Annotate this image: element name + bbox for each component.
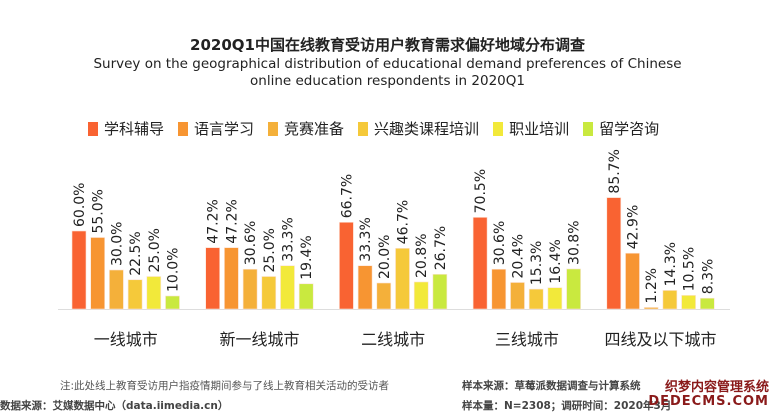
bar	[699, 297, 715, 310]
data-label: 14.3%	[663, 242, 679, 286]
legend-swatch	[88, 121, 98, 136]
data-label: 30.6%	[492, 221, 508, 265]
data-label: 10.0%	[166, 248, 182, 292]
bar	[109, 269, 124, 310]
bar	[339, 221, 354, 310]
legend-label: 学科辅导	[104, 120, 165, 138]
chart-subtitle-line2: online education respondents in 2020Q1	[250, 73, 525, 89]
legend-item: 职业培训	[493, 118, 569, 139]
legend-label: 竞赛准备	[284, 120, 345, 138]
bar	[205, 247, 220, 310]
data-label: 30.6%	[243, 221, 259, 265]
bar	[662, 290, 678, 310]
bar	[643, 307, 659, 310]
bar	[146, 276, 162, 310]
data-label: 30.8%	[567, 220, 583, 264]
data-label: 20.4%	[511, 234, 527, 278]
legend-label: 留学咨询	[599, 120, 660, 138]
bar	[625, 252, 640, 310]
legend-swatch	[268, 121, 279, 136]
category-label: 二线城市	[361, 330, 425, 349]
bar	[242, 268, 258, 310]
data-label: 25.0%	[147, 228, 163, 272]
bar	[528, 288, 544, 310]
legend-label: 兴趣类课程培训	[374, 120, 480, 138]
legend-item: 留学咨询	[583, 118, 659, 139]
chart-subtitle-line1: Survey on the geographical distribution …	[93, 56, 682, 72]
data-label: 33.3%	[281, 217, 297, 261]
legend-swatch	[493, 121, 504, 136]
data-label: 22.5%	[128, 231, 144, 275]
legend-swatch	[178, 121, 189, 136]
data-label: 16.4%	[548, 239, 564, 283]
data-label: 19.4%	[299, 235, 315, 279]
bar	[395, 247, 410, 310]
bar	[510, 282, 525, 310]
data-label: 66.7%	[339, 174, 355, 218]
data-label: 70.5%	[473, 169, 489, 213]
data-label: 10.5%	[682, 247, 698, 291]
data-label: 1.2%	[644, 268, 660, 304]
bar	[280, 265, 295, 310]
bar	[357, 265, 373, 310]
bar	[472, 217, 488, 310]
data-label: 25.0%	[262, 228, 278, 272]
chart-title: 2020Q1中国在线教育受访用户教育需求偏好地域分布调查	[190, 36, 585, 54]
category-label: 新一线城市	[219, 330, 299, 349]
bar	[71, 230, 87, 310]
data-label: 20.8%	[414, 233, 430, 277]
data-label: 15.3%	[529, 241, 545, 285]
legend-item: 竞赛准备	[268, 118, 344, 139]
legend-label: 语言学习	[194, 120, 255, 138]
bar	[681, 295, 696, 310]
data-label: 33.3%	[358, 217, 374, 261]
data-label: 8.3%	[700, 259, 716, 295]
category-label: 一线城市	[94, 330, 158, 349]
bar	[547, 287, 563, 310]
bar	[566, 268, 581, 310]
legend-item: 兴趣类课程培训	[358, 118, 479, 139]
bar	[127, 279, 143, 310]
watermark-line2: DEDECMS.COM	[648, 394, 769, 409]
bar	[90, 237, 105, 310]
data-label: 26.7%	[433, 226, 449, 270]
data-label: 85.7%	[607, 149, 623, 193]
data-label: 42.9%	[626, 205, 642, 249]
data-label: 55.0%	[91, 189, 107, 233]
bar	[606, 197, 622, 310]
legend: 学科辅导 语言学习 竞赛准备 兴趣类课程培训 职业培训 留学咨询	[88, 118, 659, 139]
sample-size: 样本量：N=2308；调研时间：2020年3月	[462, 400, 672, 412]
data-label: 46.7%	[396, 200, 412, 244]
legend-item: 语言学习	[178, 118, 254, 139]
bar	[261, 276, 277, 310]
bar	[165, 295, 180, 310]
legend-label: 职业培训	[509, 120, 570, 138]
bar	[376, 282, 392, 310]
footnote: 注:此处线上教育受访用户指疫情期间参与了线上教育相关活动的受访者	[60, 380, 390, 392]
bar	[298, 283, 314, 310]
legend-item: 学科辅导	[88, 118, 164, 139]
data-label: 47.2%	[224, 199, 240, 243]
legend-swatch	[358, 121, 369, 136]
legend-swatch	[583, 121, 594, 136]
sample-source: 样本来源：草莓派数据调查与计算系统	[462, 380, 641, 392]
bar	[224, 247, 239, 310]
bar	[491, 268, 507, 310]
data-label: 30.0%	[109, 222, 125, 266]
category-label: 三线城市	[495, 330, 559, 349]
data-label: 20.0%	[377, 235, 393, 279]
data-source: 数据来源：艾媒数据中心（data.iimedia.cn）	[0, 400, 229, 412]
data-label: 60.0%	[72, 183, 88, 227]
watermark-line1: 织梦内容管理系统	[664, 380, 769, 395]
data-label: 47.2%	[206, 199, 222, 243]
bar	[432, 273, 448, 310]
category-label: 四线及以下城市	[605, 330, 717, 349]
bar	[413, 281, 429, 310]
